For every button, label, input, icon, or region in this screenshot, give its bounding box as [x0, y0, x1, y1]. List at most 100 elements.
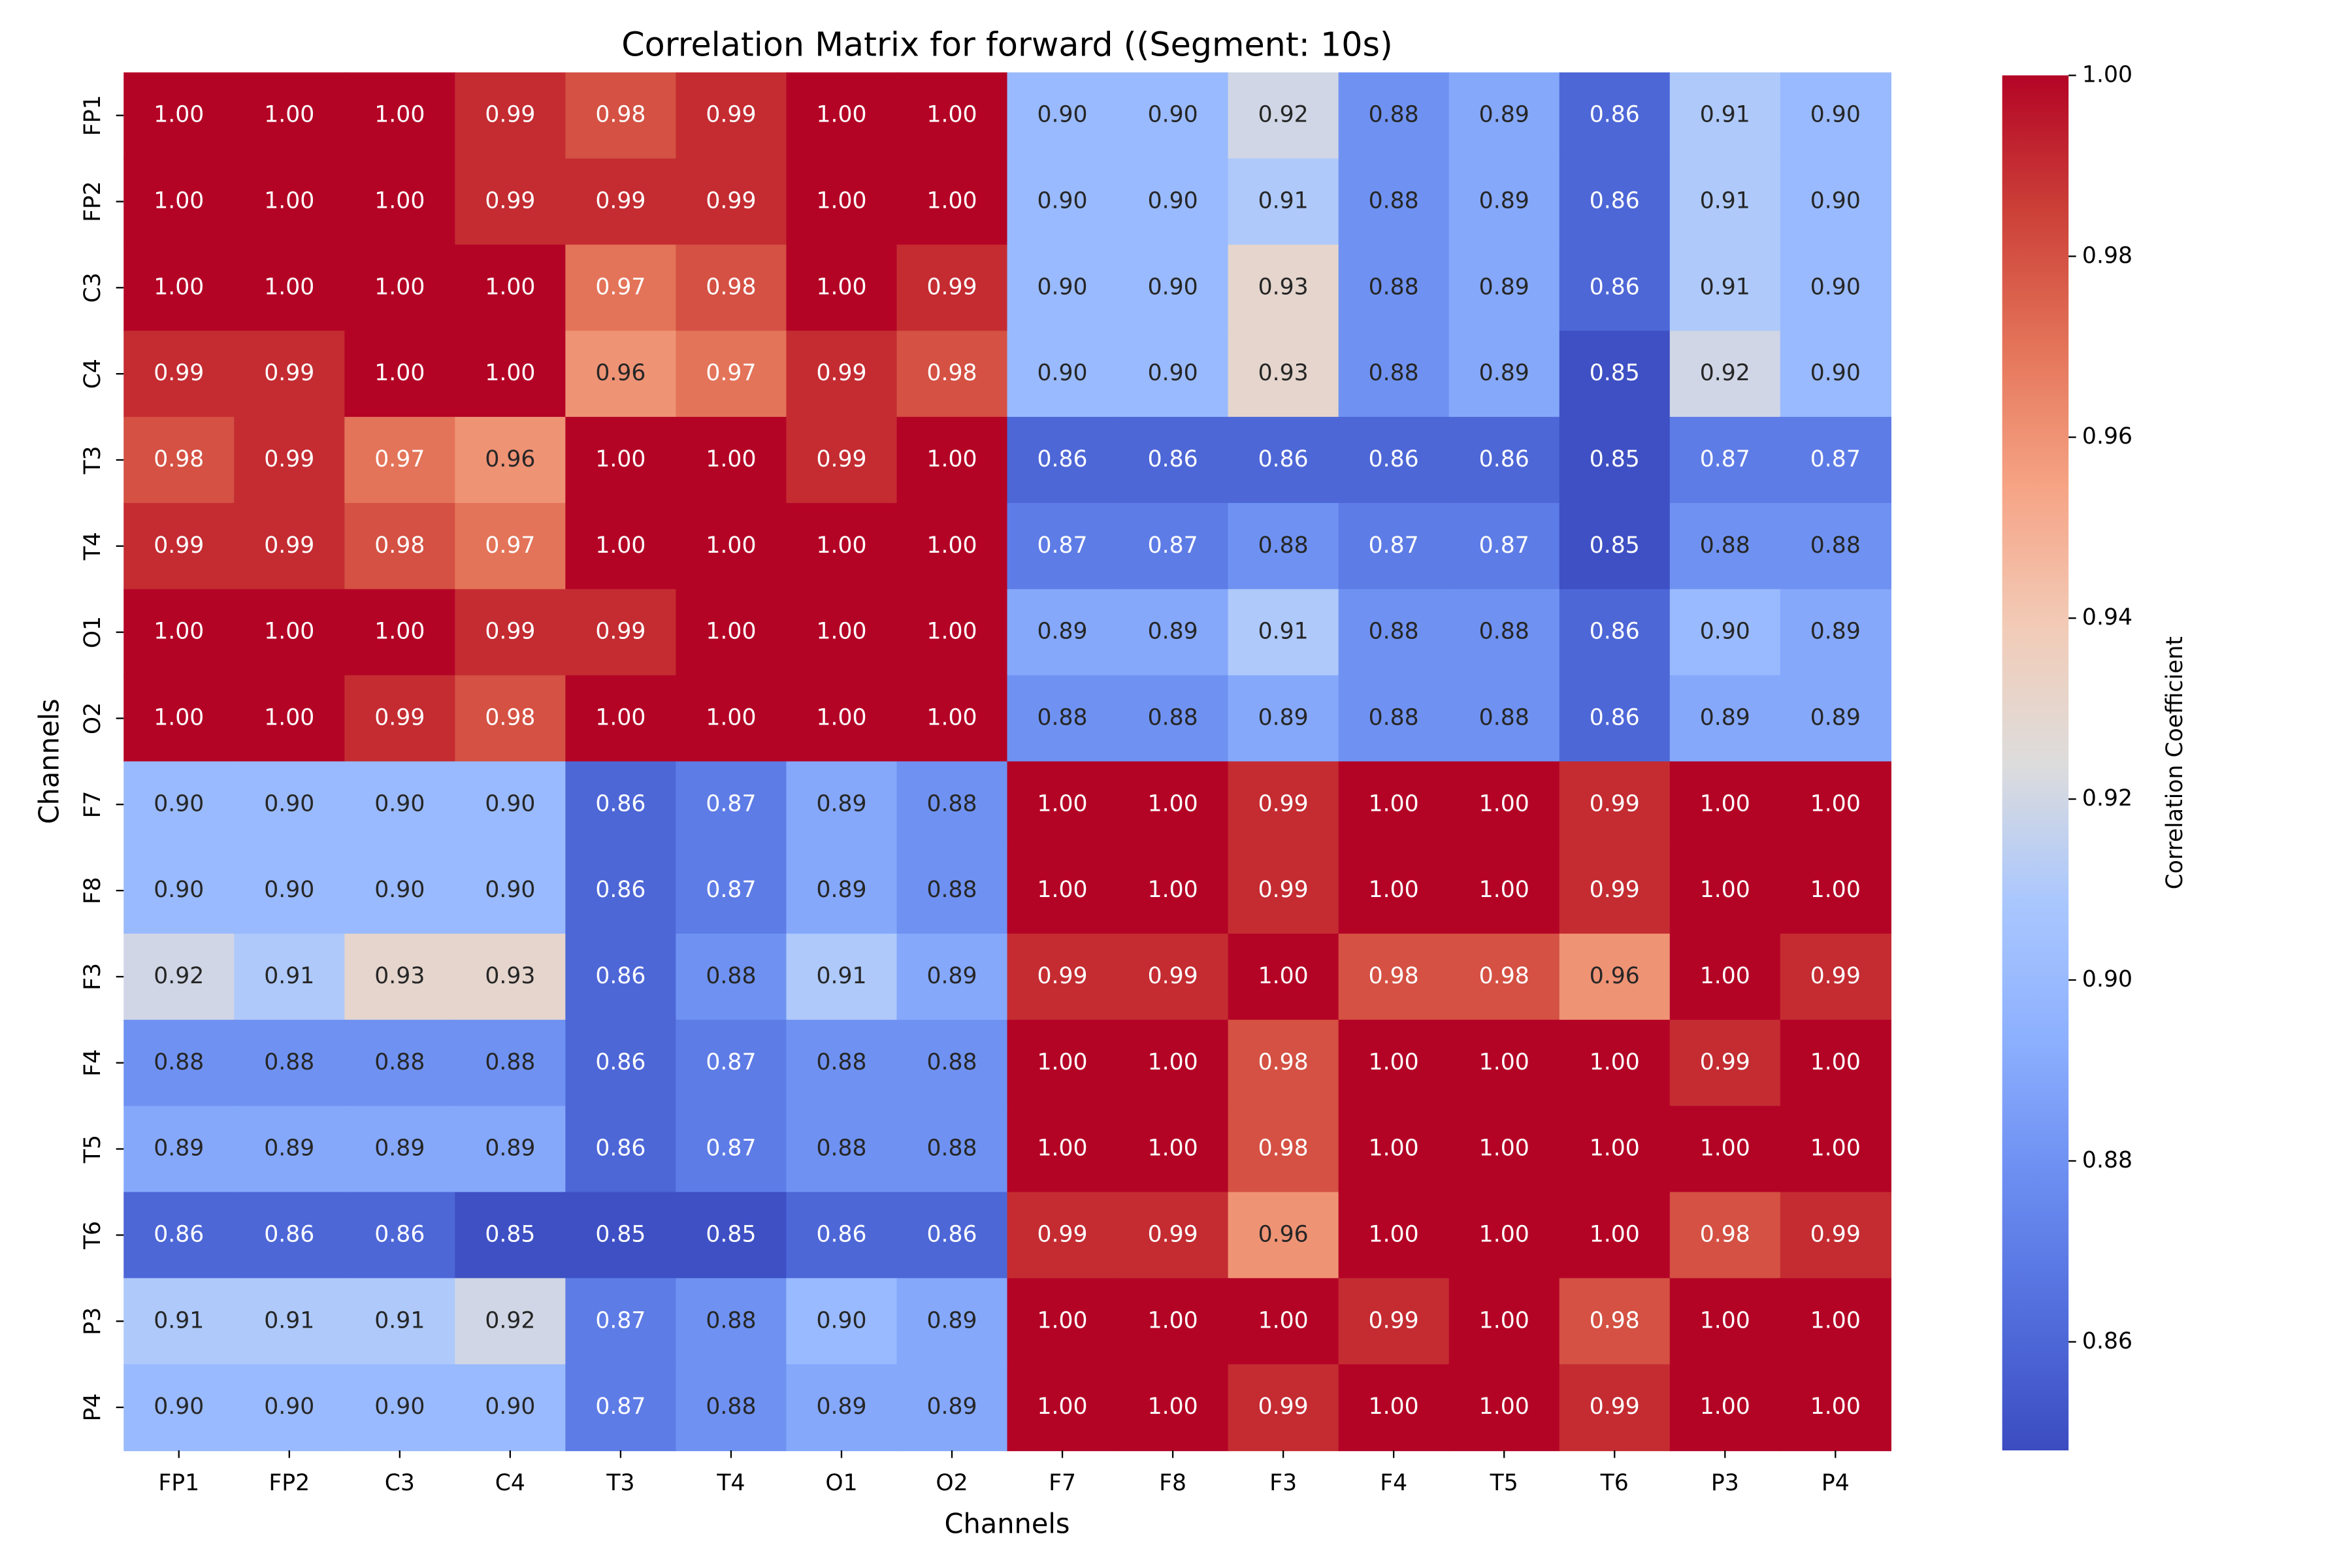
heatmap-cell	[1559, 72, 1671, 159]
heatmap-cell	[565, 847, 677, 935]
cell-label: 0.99	[926, 274, 977, 300]
heatmap-cell	[786, 761, 898, 849]
heatmap-cell	[1669, 502, 1781, 590]
heatmap-cell	[1117, 675, 1229, 762]
heatmap-cell	[455, 1278, 566, 1365]
heatmap-cell	[565, 1364, 677, 1452]
heatmap-cell	[234, 1192, 346, 1279]
heatmap-cell	[234, 589, 346, 676]
cell-label: 0.88	[1369, 102, 1419, 128]
heatmap-cell	[1448, 761, 1560, 849]
heatmap-cell	[1338, 331, 1450, 418]
heatmap-cell	[1007, 1364, 1119, 1452]
cell-label: 1.00	[816, 188, 866, 214]
cell-label: 0.89	[1258, 704, 1309, 730]
heatmap-cell	[676, 589, 787, 676]
heatmap-cell	[1448, 244, 1560, 332]
heatmap-cell	[123, 675, 235, 762]
heatmap-cell	[565, 417, 677, 504]
cell-label: 1.00	[1369, 1135, 1419, 1162]
cell-label: 1.00	[816, 704, 866, 730]
cell-label: 0.90	[1700, 619, 1750, 645]
cell-label: 0.90	[816, 1307, 866, 1333]
cell-label: 0.88	[706, 1394, 756, 1420]
cell-label: 0.91	[1700, 274, 1750, 300]
heatmap-cell	[896, 1192, 1008, 1279]
heatmap-cell	[455, 244, 566, 332]
cell-label: 1.00	[1258, 963, 1309, 989]
heatmap-cell	[1007, 158, 1119, 246]
cell-label: 0.96	[485, 446, 535, 472]
heatmap-cell	[676, 1192, 787, 1279]
heatmap-cell	[455, 675, 566, 762]
cell-label: 1.00	[595, 446, 645, 472]
cell-label: 0.98	[1590, 1307, 1640, 1333]
heatmap-cell	[786, 1019, 898, 1107]
heatmap-cell	[234, 761, 346, 849]
heatmap-cell	[565, 761, 677, 849]
cell-label: 0.99	[264, 446, 314, 472]
colorbar-tick-label: 1.00	[2082, 61, 2132, 88]
cell-label: 0.97	[595, 274, 645, 300]
colorbar-label: Correlation Coefficient	[2162, 636, 2188, 889]
cell-label: 0.86	[1148, 446, 1198, 472]
heatmap-cell	[1228, 675, 1339, 762]
heatmap-cell	[344, 1105, 456, 1193]
x-tick-label: T3	[606, 1470, 634, 1496]
cell-label: 0.91	[1700, 188, 1750, 214]
cell-label: 1.00	[154, 619, 204, 645]
heatmap-cell	[1448, 1278, 1560, 1365]
heatmap-cell	[1669, 417, 1781, 504]
heatmap-cell	[1338, 502, 1450, 590]
heatmap-cell	[1559, 1192, 1671, 1279]
heatmap-cell	[1338, 244, 1450, 332]
colorbar-tick-label: 0.90	[2082, 966, 2132, 992]
cell-label: 0.96	[595, 360, 645, 386]
heatmap-cell	[1228, 761, 1339, 849]
x-axis-label: Channels	[944, 1507, 1070, 1539]
cell-label: 1.00	[1590, 1049, 1640, 1075]
heatmap-cell	[1669, 847, 1781, 935]
heatmap-cell	[676, 417, 787, 504]
heatmap-cell	[786, 1192, 898, 1279]
cell-label: 0.88	[374, 1049, 425, 1075]
heatmap-cell	[1007, 847, 1119, 935]
heatmap-cell	[455, 158, 566, 246]
cell-label: 0.90	[1148, 188, 1198, 214]
y-tick-label: FP2	[80, 181, 106, 222]
heatmap-cell	[1338, 761, 1450, 849]
heatmap-cell	[565, 502, 677, 590]
heatmap-cell	[786, 847, 898, 935]
heatmap-cell	[1448, 417, 1560, 504]
heatmap-cell	[455, 1105, 566, 1193]
heatmap-cell	[1559, 589, 1671, 676]
cell-label: 0.89	[926, 963, 977, 989]
cell-label: 0.89	[1479, 188, 1529, 214]
heatmap-cell	[1559, 502, 1671, 590]
heatmap-cell	[1448, 1192, 1560, 1279]
heatmap-cell	[123, 1192, 235, 1279]
heatmap-cell	[1117, 847, 1229, 935]
heatmap-cell	[1780, 158, 1891, 246]
heatmap-cell	[676, 502, 787, 590]
cell-label: 0.89	[926, 1307, 977, 1333]
cell-label: 0.89	[816, 791, 866, 817]
y-tick-label: T5	[80, 1135, 106, 1164]
cell-label: 0.90	[374, 877, 425, 903]
heatmap-cell	[344, 589, 456, 676]
cell-label: 0.99	[1258, 877, 1309, 903]
cell-label: 0.92	[154, 963, 204, 989]
heatmap-cell	[676, 158, 787, 246]
y-tick-label: P4	[80, 1394, 106, 1422]
heatmap-cell	[786, 675, 898, 762]
heatmap-cell	[1780, 1364, 1891, 1452]
heatmap-cell	[896, 1019, 1008, 1107]
y-tick-label: T4	[80, 532, 106, 561]
heatmap-cell	[234, 675, 346, 762]
cell-label: 0.86	[1590, 619, 1640, 645]
heatmap-cell	[1669, 1364, 1781, 1452]
heatmap-cell	[344, 1192, 456, 1279]
heatmap-cell	[123, 502, 235, 590]
cell-label: 1.00	[1810, 1135, 1861, 1162]
cell-label: 0.88	[1700, 532, 1750, 559]
